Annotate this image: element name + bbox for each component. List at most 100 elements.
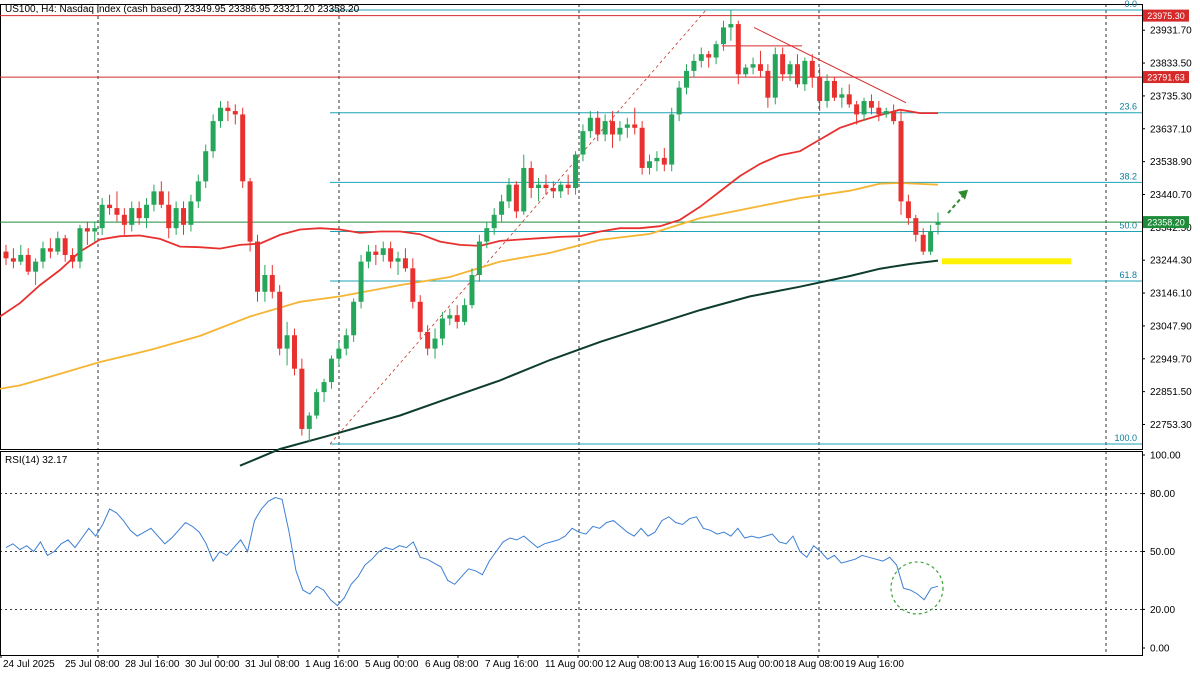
candle (698, 47, 704, 68)
candle-body (454, 315, 460, 322)
candle-body (521, 167, 527, 212)
candle (920, 228, 926, 255)
price-tick-label: 23637.10 (1150, 124, 1192, 135)
candle (402, 248, 408, 272)
candle-body (114, 208, 120, 215)
candle-body (706, 54, 712, 58)
candle-body (129, 208, 135, 225)
candle (210, 114, 216, 158)
candle-body (425, 331, 431, 349)
fib-level-label: 0.0 (1124, 0, 1137, 9)
candle (861, 97, 867, 122)
candle (343, 328, 349, 356)
candle-body (173, 208, 179, 229)
price-tag (1143, 9, 1189, 22)
candle (432, 328, 438, 359)
price-tick-label: 22949.70 (1150, 354, 1192, 365)
candle (484, 221, 490, 249)
rsi-label: RSI(14) 32.17 (5, 455, 68, 466)
candle-body (358, 261, 364, 302)
candle (772, 47, 778, 105)
time-axis-label: 13 Aug 16:00 (665, 659, 724, 670)
price-tick-label: 23538.90 (1150, 157, 1192, 168)
candle-body (713, 44, 719, 58)
candle-body (661, 157, 667, 165)
symbol-info: US100, H4: Nasdaq index (cash based) 233… (5, 4, 360, 15)
price-tick-label: 23244.30 (1150, 256, 1192, 267)
candle (617, 121, 623, 142)
candle-body (388, 248, 394, 262)
candle-body (891, 111, 897, 122)
candle (262, 264, 268, 302)
candle-body (883, 111, 889, 115)
candle (513, 181, 519, 219)
candle (447, 308, 453, 326)
candle (720, 20, 726, 51)
candle (506, 177, 512, 209)
candle-body (765, 70, 771, 98)
ma-fast-line (0, 108, 938, 318)
rsi-tick-label: 80.00 (1150, 489, 1175, 500)
candle (639, 121, 645, 175)
candle-body (33, 261, 39, 272)
candle-body (99, 204, 105, 229)
candle (218, 101, 224, 128)
candle (3, 244, 9, 265)
candle (905, 194, 911, 225)
candle (839, 87, 845, 108)
candle (476, 234, 482, 282)
candle-body (809, 60, 815, 78)
candle-body (262, 275, 268, 292)
candle (817, 67, 823, 112)
candle (18, 244, 24, 265)
candle (25, 248, 31, 276)
candle (358, 254, 364, 309)
candle (654, 151, 660, 172)
price-tag (1143, 216, 1189, 229)
ma-mid-line (0, 182, 939, 390)
candle-body (750, 64, 756, 68)
candle-body (47, 248, 53, 252)
time-axis-label: 31 Jul 08:00 (245, 659, 300, 670)
candle-body (639, 127, 645, 168)
candle-body (144, 204, 150, 219)
candle-body (469, 275, 475, 306)
candle (203, 144, 209, 189)
candle-body (558, 184, 564, 192)
candle (543, 174, 549, 195)
price-tag (1143, 71, 1189, 84)
candle-body (787, 64, 793, 75)
candle-body (240, 114, 246, 182)
candle-body (543, 184, 549, 189)
candle (195, 174, 201, 209)
rsi-highlight-circle (890, 561, 944, 615)
candle (587, 111, 593, 138)
candle (735, 20, 741, 85)
candle-body (269, 275, 275, 292)
fib-level-label: 100.0 (1114, 433, 1137, 443)
candle (47, 238, 53, 259)
candle (40, 241, 46, 269)
candle (121, 208, 127, 235)
candle (550, 181, 556, 199)
candle-body (92, 228, 98, 232)
candle-body (868, 101, 874, 108)
candle (491, 208, 497, 235)
candle (417, 295, 423, 339)
candle-body (654, 157, 660, 162)
price-tick-label: 23833.50 (1150, 59, 1192, 70)
price-tick-label: 23440.70 (1150, 190, 1192, 201)
price-tick-label: 22851.50 (1150, 387, 1192, 398)
target-zone (942, 258, 1071, 265)
candle (336, 341, 342, 366)
rsi-line (5, 496, 939, 607)
candle-body (691, 60, 697, 71)
candle (462, 298, 468, 326)
candle-body (107, 204, 113, 209)
price-tag-label: 23975.30 (1147, 11, 1185, 21)
candle (610, 111, 616, 148)
candle-body (210, 121, 216, 152)
candle-body (395, 258, 401, 262)
